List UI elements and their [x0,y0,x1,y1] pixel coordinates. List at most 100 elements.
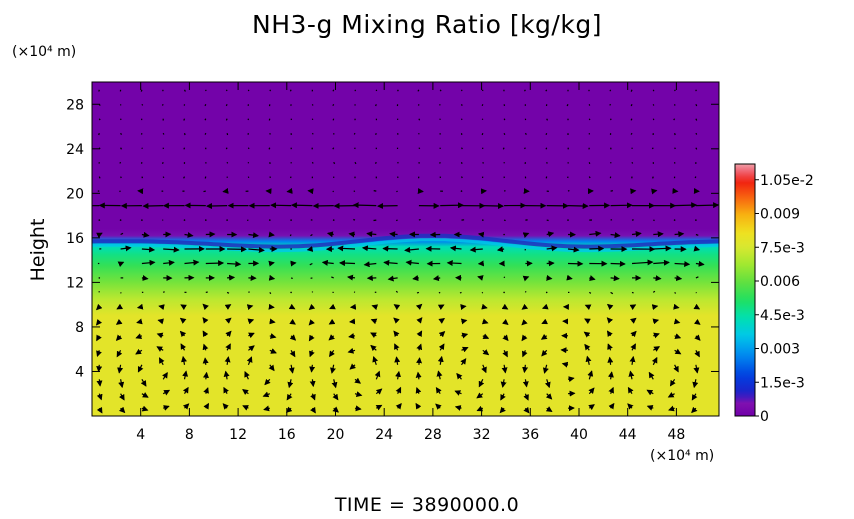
wind-vector [98,89,100,92]
wind-vector [461,332,469,339]
wind-vector [694,334,701,341]
wind-vector [332,190,335,193]
wind-vector [140,89,143,92]
wind-vector [268,364,275,372]
wind-vector [545,132,548,135]
wind-vector [567,246,580,253]
wind-vector [202,303,209,310]
wind-vector [375,132,377,136]
wind-vector [383,259,398,266]
wind-vector [631,291,634,294]
wind-vector [587,370,594,380]
wind-vector [693,318,701,325]
wind-vector [331,379,338,389]
wind-vector [120,232,124,236]
wind-vector [651,147,654,150]
wind-vector [630,118,633,121]
wind-vector [439,104,441,106]
wind-vector [695,233,699,236]
wind-vector [673,318,681,325]
colorbar-tick-label: 7.5e-3 [760,240,805,256]
wind-vector [329,349,335,358]
wind-vector [349,318,356,325]
wind-vector [115,334,123,341]
wind-vector [225,104,228,107]
wind-vector [667,391,675,398]
wind-vector [289,89,292,92]
wind-vector [438,343,445,351]
wind-vector [673,364,679,373]
wind-vector [183,176,186,179]
wind-vector [438,331,446,338]
wind-vector [583,331,591,338]
wind-vector [141,405,149,412]
wind-vector [695,202,719,209]
wind-vector [610,260,626,267]
wind-vector [522,232,530,238]
wind-vector [225,118,228,121]
wind-vector [630,330,637,338]
x-tick-label: 44 [619,427,637,443]
wind-vector-dot [332,219,335,221]
wind-vector [607,371,614,380]
wind-vector-dot [567,219,569,221]
wind-vector [162,89,164,92]
wind-vector [289,176,292,179]
wind-vector-dot [205,219,207,221]
wind-vector [653,332,660,339]
wind-vector-dot [673,219,676,221]
wind-vector [184,231,194,238]
wind-vector [268,231,275,238]
wind-vector [523,393,529,401]
wind-vector [608,386,614,394]
wind-vector [309,350,315,358]
wind-vector [373,190,377,192]
wind-vector [95,319,103,326]
wind-vector [695,276,699,279]
wind-vector [631,231,642,237]
wind-vector [646,389,654,396]
colorbar-tick-label: 4.5e-3 [760,308,805,324]
wind-vector [394,343,400,351]
wind-vector [416,330,423,338]
wind-vector [588,118,591,121]
wind-vector [161,161,164,165]
wind-vector [115,318,123,325]
colorbar-tick-label: 0 [760,409,769,425]
wind-vector [223,386,229,394]
wind-vector [415,303,423,310]
wind-vector [436,370,443,380]
wind-vector [435,386,442,395]
wind-vector [222,403,229,410]
wind-vector [120,245,132,252]
wind-vector [546,161,548,164]
wind-vector [589,230,602,237]
wind-vector [321,259,334,266]
wind-vector [651,356,658,366]
wind-vector [202,357,209,365]
wind-vector [352,202,377,209]
wind-vector [502,318,509,326]
wind-vector [630,317,637,324]
wind-vector [545,406,553,412]
wind-vector [310,393,316,401]
wind-vector [162,371,168,380]
wind-vector [96,350,102,357]
wind-vector [540,333,548,340]
wind-vector [163,246,180,253]
wind-vector [461,147,463,150]
wind-vector [203,371,209,380]
wind-vector-dot [290,219,292,221]
wind-vector [372,355,379,365]
wind-vector [523,406,530,414]
wind-vector [306,246,314,252]
wind-vector-dot [141,219,143,221]
wind-vector [566,104,569,107]
wind-vector [651,304,659,311]
wind-vector [158,304,165,311]
wind-vector [354,405,362,412]
wind-vector-dot [290,291,292,294]
wind-vector [98,133,100,136]
wind-vector [290,260,297,267]
